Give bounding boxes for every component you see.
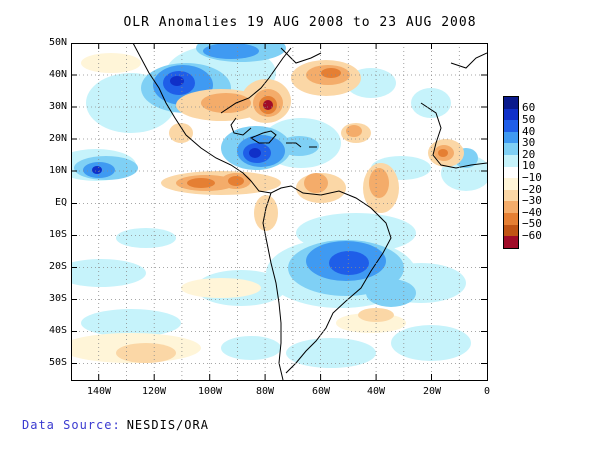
- lon-label-120w: 120W: [141, 386, 167, 397]
- lat-label-30s: 30S: [48, 293, 67, 304]
- colorbar-cell: [504, 236, 518, 248]
- colorbar-label: −40: [522, 206, 542, 219]
- colorbar: [503, 96, 519, 249]
- colorbar-label: 20: [522, 148, 536, 161]
- data-source: Data Source: NESDIS/ORA: [22, 418, 209, 432]
- colorbar-cell: [504, 120, 518, 132]
- lat-label-20s: 20S: [48, 261, 67, 272]
- lon-label-60w: 60W: [311, 386, 331, 397]
- data-source-label: Data Source:: [22, 418, 121, 432]
- lon-label-0: 0: [483, 386, 491, 397]
- colorbar-label: 30: [522, 136, 536, 149]
- colorbar-cell: [504, 166, 518, 179]
- lat-label-30n: 30N: [48, 101, 67, 112]
- colorbar-cell: [504, 131, 518, 144]
- colorbar-label: −20: [522, 183, 542, 196]
- axis-ticks: [71, 43, 487, 380]
- colorbar-cell: [504, 189, 518, 202]
- colorbar-label: −10: [522, 171, 542, 184]
- colorbar-cell: [504, 97, 518, 109]
- map-title: OLR Anomalies 19 AUG 2008 to 23 AUG 2008: [123, 15, 477, 30]
- lon-label-40w: 40W: [366, 386, 386, 397]
- lon-label-100w: 100W: [197, 386, 223, 397]
- colorbar-cell: [504, 178, 518, 190]
- colorbar-label: −30: [522, 194, 542, 207]
- grid-lines: [71, 43, 487, 380]
- colorbar-cell: [504, 143, 518, 155]
- lat-label-40n: 40N: [48, 69, 67, 80]
- lon-label-20w: 20W: [422, 386, 442, 397]
- colorbar-label: 50: [522, 113, 536, 126]
- lat-label-50n: 50N: [48, 37, 67, 48]
- lat-label-20n: 20N: [48, 133, 67, 144]
- lat-label-40s: 40S: [48, 325, 67, 336]
- lat-label-10n: 10N: [48, 165, 67, 176]
- data-source-value: NESDIS/ORA: [126, 418, 209, 432]
- colorbar-label: 40: [522, 125, 536, 138]
- colorbar-cell: [504, 224, 518, 237]
- colorbar-cell: [504, 212, 518, 225]
- lat-label-50s: 50S: [48, 357, 67, 368]
- colorbar-label: 60: [522, 101, 536, 114]
- colorbar-label: −60: [522, 229, 542, 242]
- lat-label-eq: EQ: [54, 197, 67, 208]
- olr-anomaly-map: [71, 43, 488, 381]
- lat-label-10s: 10S: [48, 229, 67, 240]
- colorbar-cell: [504, 201, 518, 213]
- colorbar-label: −50: [522, 217, 542, 230]
- lon-label-80w: 80W: [255, 386, 275, 397]
- anomaly-layer-50: [92, 76, 261, 174]
- colorbar-cell: [504, 108, 518, 121]
- colorbar-label: 10: [522, 159, 536, 172]
- colorbar-cell: [504, 154, 518, 167]
- lon-label-140w: 140W: [86, 386, 112, 397]
- anomaly-layer-neg60: [263, 100, 273, 110]
